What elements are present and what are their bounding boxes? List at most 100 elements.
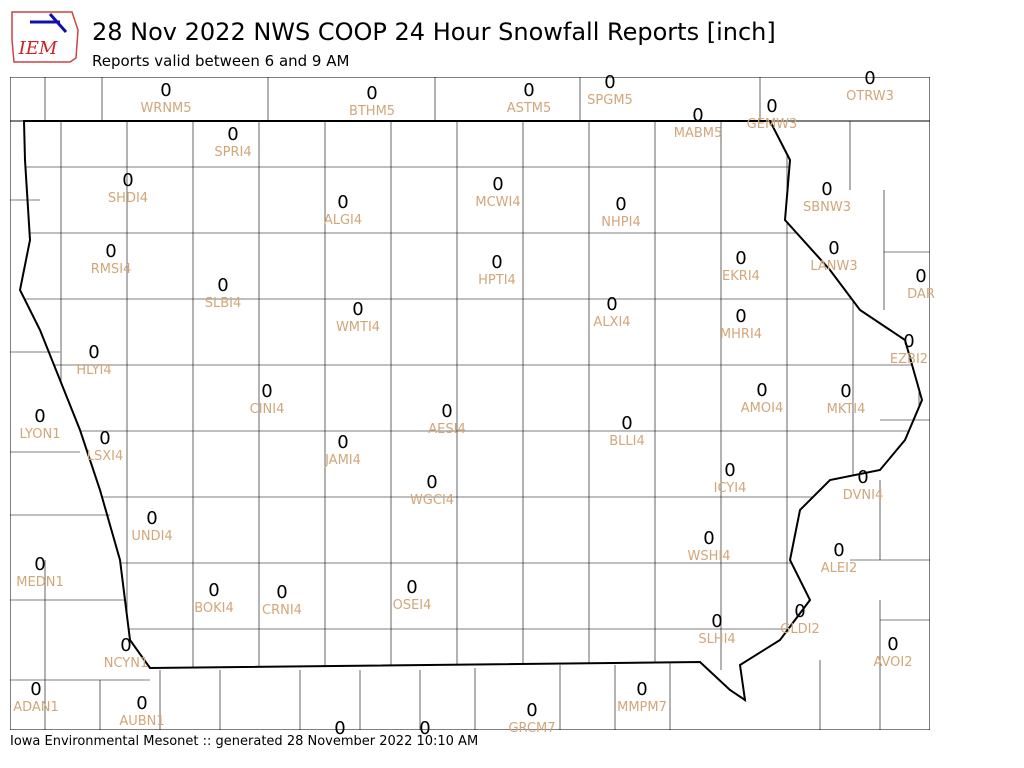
station-value: 0 [146,508,157,529]
station-value: 0 [366,83,377,104]
station-id: OTRW3 [846,89,894,104]
station-id: NCYN1 [104,656,149,671]
station-id: MKTI4 [827,402,866,417]
station-value: 0 [621,413,632,434]
station-value: 0 [276,582,287,603]
basemap [10,77,930,730]
station-value: 0 [821,179,832,200]
station-id: HPTI4 [478,273,516,288]
station-id: SHDI4 [108,191,148,206]
station-id: EKRI4 [722,269,760,284]
station-value: 0 [208,580,219,601]
station-value: 0 [160,80,171,101]
station-id: JAMI4 [324,453,361,468]
station-id: AUBN1 [119,714,164,729]
station-id: LYON1 [20,427,61,442]
station-id: MHRI4 [720,327,762,342]
station-id: MCWI4 [475,195,520,210]
station-value: 0 [833,540,844,561]
station-id: SPRI4 [214,145,251,160]
map-subtitle: Reports valid between 6 and 9 AM [92,52,349,70]
station-id: BLLI4 [609,434,645,449]
station-id: WGCI4 [410,493,454,508]
station-id: WSHI4 [688,549,731,564]
station-value: 0 [636,679,647,700]
station-id: OSEI4 [393,598,432,613]
station-id: RMSI4 [91,262,132,277]
station-id: ALXI4 [593,315,630,330]
station-value: 0 [337,432,348,453]
map-title: 28 Nov 2022 NWS COOP 24 Hour Snowfall Re… [92,18,776,46]
station-id: AESI4 [428,422,465,437]
station-value: 0 [915,266,926,287]
station-value: 0 [735,248,746,269]
station-id: UNDI4 [131,529,172,544]
station-value: 0 [227,124,238,145]
footer: Iowa Environmental Mesonet :: generated … [10,734,478,749]
station-id: DAR [907,287,935,302]
station-value: 0 [766,96,777,117]
station-id: LANW3 [810,259,857,274]
station-id: CINI4 [250,402,285,417]
station-value: 0 [840,381,851,402]
station-id: GRCM7 [508,721,555,736]
station-value: 0 [30,679,41,700]
station-value: 0 [406,577,417,598]
logo: IEM [11,11,79,63]
stations: 0WRNM50BTHM50ASTM50SPGM50OTRW30MABM50GEM… [13,68,935,739]
station-id: AMOI4 [741,401,783,416]
station-value: 0 [136,693,147,714]
station-id: LSXI4 [87,449,124,464]
station-value: 0 [794,601,805,622]
station-id: HLYI4 [76,363,111,378]
station-value: 0 [334,718,345,739]
station-id: ICYI4 [714,481,747,496]
station-id: ASTM5 [507,101,552,116]
station-value: 0 [864,68,875,89]
station-id: BTHM5 [349,104,395,119]
station-value: 0 [337,192,348,213]
station-id: CRNI4 [262,603,302,618]
station-value: 0 [261,381,272,402]
station-id: ALGI4 [324,213,362,228]
station-value: 0 [857,467,868,488]
station-id: MEDN1 [16,575,63,590]
station-value: 0 [724,460,735,481]
station-value: 0 [105,241,116,262]
station-value: 0 [692,105,703,126]
station-id: DVNI4 [843,488,884,503]
station-id: SLBI4 [205,296,242,311]
station-value: 0 [88,342,99,363]
station-value: 0 [523,80,534,101]
station-id: BOKI4 [194,601,234,616]
station-value: 0 [828,238,839,259]
station-value: 0 [887,634,898,655]
station-id: ALEI2 [821,561,857,576]
logo-text: IEM [18,38,58,59]
station-value: 0 [99,428,110,449]
station-id: MABM5 [674,126,723,141]
station-value: 0 [703,528,714,549]
station-value: 0 [217,275,228,296]
station-value: 0 [122,170,133,191]
station-id: SPGM5 [587,93,633,108]
station-id: SLHI4 [698,632,735,647]
station-value: 0 [615,194,626,215]
station-id: ADAN1 [13,700,59,715]
station-value: 0 [735,306,746,327]
station-value: 0 [711,611,722,632]
station-id: WMTI4 [336,320,380,335]
station-value: 0 [34,554,45,575]
station-value: 0 [606,294,617,315]
station-value: 0 [419,718,430,739]
station-id: GEMW3 [747,117,798,132]
station-value: 0 [120,635,131,656]
station-value: 0 [526,700,537,721]
station-value: 0 [492,174,503,195]
station-id: WRNM5 [140,101,191,116]
station-value: 0 [34,406,45,427]
station-value: 0 [441,401,452,422]
station-id: GLDI2 [780,622,819,637]
station-value: 0 [491,252,502,273]
